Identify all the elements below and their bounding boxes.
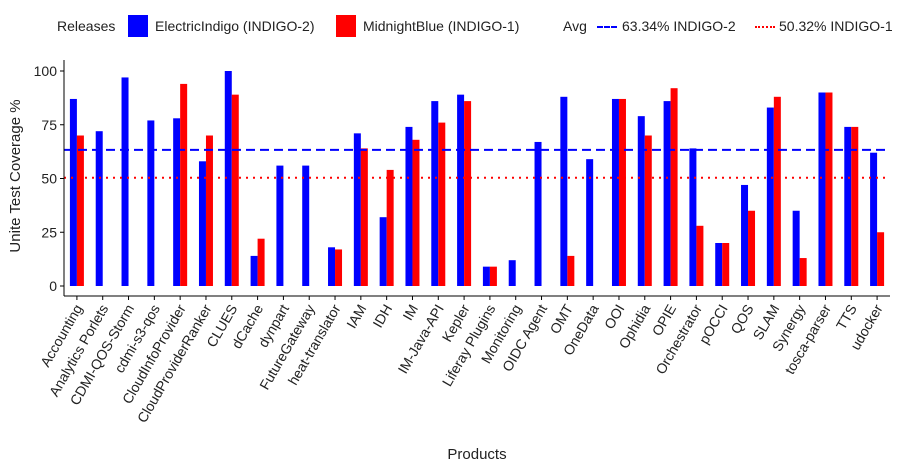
bar-1-0: [69, 98, 77, 286]
bar-2-26: [748, 210, 756, 286]
bar-2-12: [386, 169, 394, 286]
bar-1-10: [328, 247, 336, 286]
bar-1-8: [276, 165, 284, 286]
legend-title-avg: Avg: [563, 18, 587, 34]
y-axis-title: Unite Test Coverage %: [7, 99, 24, 252]
legend: Releases ElectricIndigo (INDIGO-2) Midni…: [0, 0, 900, 44]
x-tick-label-12: IDH: [369, 302, 395, 331]
bar-1-30: [844, 126, 852, 287]
y-tick-label-3: 75: [41, 117, 57, 133]
legend-swatch-series2: [336, 15, 356, 37]
bar-2-6: [231, 94, 239, 287]
bar-1-29: [818, 92, 826, 286]
bar-1-27: [766, 107, 774, 286]
bar-2-0: [76, 135, 84, 286]
bar-1-16: [482, 266, 490, 286]
legend-swatch-series1: [128, 15, 148, 37]
bar-1-20: [586, 159, 594, 286]
bar-2-7: [257, 238, 265, 286]
bar-2-11: [360, 148, 368, 286]
bar-2-22: [644, 135, 652, 286]
y-tick-label-2: 50: [41, 171, 57, 187]
bar-2-14: [438, 122, 446, 286]
y-tick-label-1: 25: [41, 224, 57, 240]
bar-1-5: [198, 161, 206, 286]
legend-title-releases: Releases: [57, 18, 116, 34]
bar-1-17: [508, 260, 516, 286]
y-tick-label-4: 100: [34, 63, 58, 79]
bar-2-29: [825, 92, 833, 286]
x-tick-label-11: IAM: [343, 302, 369, 332]
bar-1-9: [302, 165, 310, 286]
x-axis-title: Products: [447, 446, 506, 463]
y-tick-label-0: 0: [49, 278, 57, 294]
bar-1-11: [353, 133, 361, 286]
bar-2-30: [851, 126, 859, 287]
bar-1-13: [405, 126, 413, 287]
bar-1-26: [741, 184, 749, 286]
bar-1-14: [431, 101, 439, 286]
legend-label-avg2: 50.32% INDIGO-1: [779, 18, 893, 34]
bar-1-31: [870, 152, 878, 286]
bar-1-2: [121, 77, 129, 286]
bar-1-25: [715, 243, 723, 286]
bar-1-22: [637, 116, 645, 287]
legend-label-series2: MidnightBlue (INDIGO-1): [363, 18, 520, 34]
bar-1-12: [379, 217, 387, 286]
bar-2-25: [722, 243, 730, 286]
bar-1-18: [534, 141, 542, 286]
bar-2-23: [670, 88, 678, 286]
bar-2-15: [464, 101, 472, 286]
bar-1-19: [560, 96, 568, 286]
bar-1-6: [224, 71, 232, 286]
legend-label-series1: ElectricIndigo (INDIGO-2): [155, 18, 315, 34]
bar-2-31: [877, 232, 885, 286]
bar-2-13: [412, 139, 420, 286]
bar-2-5: [205, 135, 213, 286]
legend-label-avg1: 63.34% INDIGO-2: [622, 18, 736, 34]
x-tick-label-13: IM: [399, 302, 421, 323]
legend-line-avg2: [755, 26, 775, 28]
bar-2-27: [773, 96, 781, 286]
bar-1-3: [147, 120, 155, 286]
bar-2-21: [618, 98, 626, 286]
bar-2-19: [567, 255, 575, 286]
bar-1-1: [95, 131, 103, 286]
bar-2-24: [696, 225, 704, 286]
bar-2-10: [335, 249, 343, 286]
bar-1-7: [250, 255, 258, 286]
bar-1-4: [173, 118, 181, 286]
bar-2-28: [799, 258, 807, 286]
bar-1-15: [457, 94, 465, 287]
bar-1-24: [689, 148, 697, 286]
bar-2-16: [489, 266, 497, 286]
bar-1-21: [611, 98, 619, 286]
bar-1-28: [792, 210, 800, 286]
legend-line-avg1: [597, 26, 617, 28]
bar-2-4: [180, 83, 188, 287]
bar-1-23: [663, 101, 671, 286]
